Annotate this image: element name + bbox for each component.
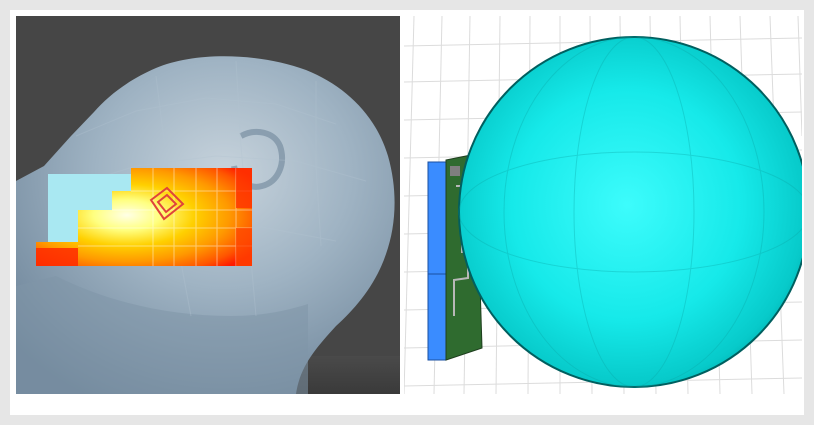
sphere-phantom	[459, 37, 802, 387]
head-sar-image	[16, 16, 400, 394]
heatmap-light-blue-block	[48, 174, 131, 242]
sphere-phantom-panel	[404, 16, 802, 394]
neck-shading	[16, 276, 308, 394]
device-blue-face	[428, 162, 446, 360]
hotspot-marker	[149, 186, 185, 221]
sphere-phantom-image	[404, 16, 802, 394]
sphere-facets	[458, 36, 802, 388]
heatmap-region	[36, 168, 252, 266]
sar-heatmap	[36, 168, 252, 266]
head-sar-panel	[16, 16, 400, 394]
